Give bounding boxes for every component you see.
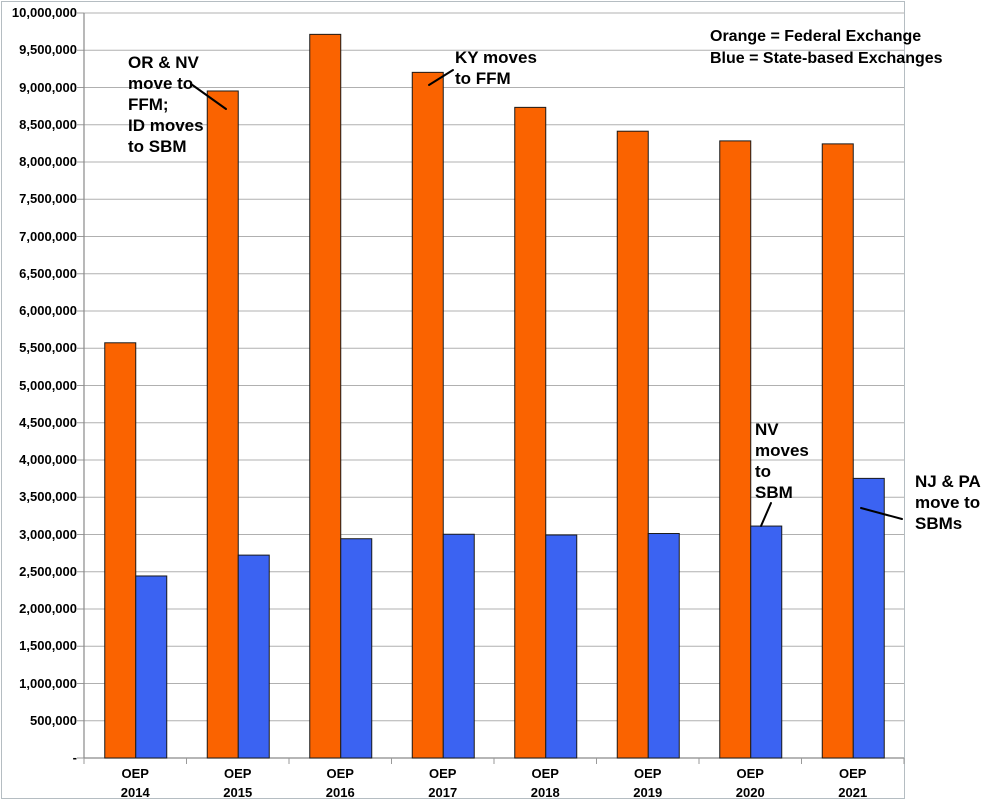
y-axis-label: 8,000,000 — [19, 154, 77, 169]
x-axis-label-line: OEP — [531, 766, 559, 781]
bar-federal-2016 — [309, 33, 342, 759]
legend-state-based-exchanges: Blue = State-based Exchanges — [710, 50, 943, 67]
y-axis-label: 5,000,000 — [19, 377, 77, 393]
x-axis-label-line: OEP — [429, 766, 457, 781]
annotation-ky-moves-ffm: KY moves to FFM — [455, 47, 537, 89]
annotation-line: SBMs — [915, 514, 963, 533]
bar-state-2016 — [340, 538, 373, 759]
bar-federal-2019 — [616, 130, 649, 759]
y-axis-label: 6,000,000 — [19, 303, 77, 318]
y-axis-label: 3,000,000 — [19, 526, 77, 542]
bar-federal-2015 — [206, 90, 239, 759]
x-axis-label-line: OEP — [326, 766, 354, 781]
x-axis-label-oep-2015: OEP 2015 — [195, 764, 281, 802]
annotation-nv-moves-sbm: NV moves to SBM — [755, 419, 809, 503]
bar-federal-2021 — [821, 143, 854, 759]
bar-state-2019 — [647, 533, 680, 759]
x-axis-label-line: OEP — [634, 766, 662, 781]
bar-federal-2014 — [104, 342, 137, 759]
annotation-line: SBM — [755, 483, 793, 502]
annotation-line: NJ & PA — [915, 472, 981, 491]
y-axis-label: 1,000,000 — [19, 675, 77, 691]
y-axis-label: 2,500,000 — [19, 563, 77, 579]
x-axis-label-oep-2016: OEP 2016 — [297, 764, 383, 802]
y-axis-label: 5,500,000 — [19, 340, 77, 356]
annotation-line: FFM; — [128, 95, 169, 114]
y-axis-label: 4,000,000 — [19, 452, 77, 467]
bar-federal-2017 — [411, 71, 444, 759]
annotation-line: to FFM — [455, 69, 511, 88]
x-axis-label-year: 2017 — [428, 785, 458, 800]
annotation-leader-nv-moves-sbm — [760, 502, 772, 527]
x-axis-label-oep-2020: OEP 2020 — [707, 764, 793, 802]
x-axis-label-oep-2021: OEP 2021 — [810, 764, 896, 802]
y-axis-label: 8,500,000 — [19, 116, 77, 132]
y-axis-label: 9,000,000 — [19, 79, 77, 95]
bar-state-2018 — [545, 534, 578, 759]
x-axis-label-line: OEP — [121, 766, 149, 781]
y-axis-label: 1,500,000 — [19, 638, 77, 654]
y-axis-label: 3,500,000 — [19, 489, 77, 505]
y-axis-label: 9,500,000 — [19, 42, 77, 58]
bar-state-2014 — [135, 575, 168, 759]
bar-state-2021 — [852, 477, 885, 759]
chart-object-border — [1, 1, 905, 799]
annotation-line: to — [755, 462, 772, 481]
annotation-line: move to — [128, 74, 194, 93]
bar-state-2017 — [442, 533, 475, 759]
annotation-leader-or-nv-id-move — [190, 83, 227, 110]
annotation-or-nv-id-move: OR & NV move to FFM; ID moves to SBM — [128, 52, 204, 157]
annotation-line: ID moves — [128, 116, 204, 135]
bar-federal-2018 — [514, 106, 547, 759]
x-axis-label-oep-2019: OEP 2019 — [605, 764, 691, 802]
annotation-nj-pa-move-sbm: NJ & PA move to SBMs — [915, 471, 981, 534]
bar-state-2015 — [237, 554, 270, 759]
annotation-line: OR & NV — [128, 53, 199, 72]
annotation-leader-ky-moves-ffm — [428, 69, 454, 86]
annotation-line: KY moves — [455, 48, 537, 67]
annotation-line: move to — [915, 493, 981, 512]
x-axis-label-year: 2016 — [325, 785, 355, 800]
chart-legend: Orange = Federal Exchange Blue = State-b… — [710, 26, 943, 70]
annotation-line: to SBM — [128, 137, 187, 156]
x-axis-label-year: 2021 — [838, 785, 868, 800]
y-axis-label: 2,000,000 — [19, 601, 77, 616]
bar-state-2020 — [750, 525, 783, 759]
bar-federal-2020 — [719, 140, 752, 759]
x-axis-label-oep-2017: OEP 2017 — [400, 764, 486, 802]
x-axis-label-line: OEP — [839, 766, 867, 781]
annotation-leader-nj-pa-move-sbm — [860, 507, 903, 520]
y-axis-label: 10,000,000 — [11, 5, 77, 20]
y-axis-label: - — [72, 750, 77, 765]
y-axis-label: 500,000 — [30, 712, 77, 728]
y-axis-label: 7,000,000 — [19, 228, 77, 244]
annotation-line: NV — [755, 420, 779, 439]
x-axis-label-year: 2015 — [223, 785, 253, 800]
y-axis-label: 7,500,000 — [19, 191, 77, 207]
x-axis-label-year: 2014 — [120, 785, 150, 800]
legend-federal-exchange: Orange = Federal Exchange — [710, 28, 922, 45]
y-axis-label: 4,500,000 — [19, 414, 77, 430]
x-axis-label-line: OEP — [224, 766, 252, 781]
x-axis-label-year: 2020 — [735, 785, 765, 800]
y-axis-label: 6,500,000 — [19, 265, 77, 281]
x-axis-label-year: 2018 — [530, 785, 560, 800]
x-axis-label-oep-2018: OEP 2018 — [502, 764, 588, 802]
x-axis-label-year: 2019 — [633, 785, 663, 800]
x-axis-label-oep-2014: OEP 2014 — [92, 764, 178, 802]
annotation-line: moves — [755, 441, 809, 460]
x-axis-label-line: OEP — [736, 766, 764, 781]
